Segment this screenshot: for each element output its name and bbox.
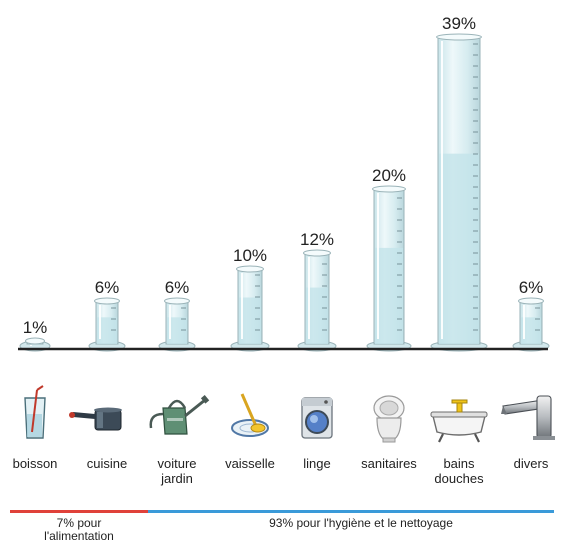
value-label: 12% [300, 230, 334, 249]
bathtub-icon [430, 399, 488, 443]
dish-sponge-icon [231, 393, 269, 437]
category-label: cuisine [87, 456, 127, 471]
category-label: boisson [13, 456, 58, 471]
category-label: douches [434, 471, 484, 486]
value-label: 1% [23, 318, 48, 337]
cylinder-voiture-jardin [158, 297, 196, 352]
value-label: 39% [442, 14, 476, 33]
group-label: l'alimentation [44, 529, 114, 543]
cylinder-sanitaires [366, 185, 412, 352]
watering-can-icon [149, 395, 210, 435]
cylinder-linge [297, 249, 337, 352]
value-labels-layer: 1% 6% 6% 10% 12% 20% 39% 6% [23, 14, 544, 337]
cooking-pot-icon [69, 407, 122, 431]
faucet-icon [501, 395, 555, 440]
glass-icon [24, 385, 46, 439]
washing-machine-icon [301, 397, 333, 439]
group-bar [10, 510, 148, 513]
cylinder-divers [512, 297, 550, 352]
toilet-icon [373, 395, 405, 443]
value-label: 10% [233, 246, 267, 265]
category-label: sanitaires [361, 456, 417, 471]
category-label: linge [303, 456, 330, 471]
category-label: voiture [157, 456, 196, 471]
category-label: jardin [160, 471, 193, 486]
group-label: 7% pour [57, 516, 102, 530]
cylinders-layer [19, 33, 550, 352]
category-label: divers [514, 456, 549, 471]
cylinder-vaisselle [230, 265, 270, 352]
value-label: 20% [372, 166, 406, 185]
group-hygiene-nettoyage: 93% pour l'hygiène et le nettoyage [148, 510, 554, 530]
cylinder-cuisine [88, 297, 126, 352]
value-label: 6% [165, 278, 190, 297]
category-label: vaisselle [225, 456, 275, 471]
icons-layer [24, 385, 555, 443]
group-label: 93% pour l'hygiène et le nettoyage [269, 516, 453, 530]
group-bar [148, 510, 554, 513]
value-label: 6% [519, 278, 544, 297]
cylinder-bains-douches [430, 33, 488, 352]
category-label: bains [443, 456, 475, 471]
value-label: 6% [95, 278, 120, 297]
